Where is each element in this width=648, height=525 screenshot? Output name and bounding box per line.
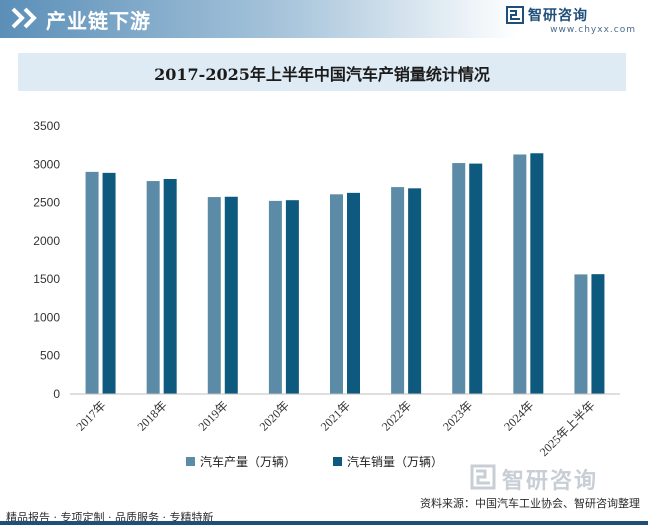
legend-label: 汽车产量（万辆） xyxy=(200,454,296,469)
bar-sales-7 xyxy=(530,153,544,394)
bar-sales-4 xyxy=(347,192,360,394)
y-tick-label: 500 xyxy=(40,349,60,363)
bar-sales-6 xyxy=(469,163,483,394)
y-axis: 0 500 1000 1500 2000 2500 3000 3500 xyxy=(33,119,60,401)
brand[interactable]: 智研咨询 www.chyxx.com xyxy=(506,4,636,36)
y-tick-label: 3000 xyxy=(33,157,60,171)
header-bar: 产业链下游 智研咨询 www.chyxx.com xyxy=(0,0,648,38)
watermark-logo: 智研咨询 xyxy=(470,462,640,494)
bar-production-0 xyxy=(85,171,99,394)
bar-production-7 xyxy=(513,154,527,394)
brand-name: 智研咨询 xyxy=(528,8,588,24)
x-tick-label: 2021年 xyxy=(318,398,353,433)
footer-tagline: 精品报告 · 专项定制 · 品质服务 · 专精特新 xyxy=(6,511,214,524)
y-tick-label: 1000 xyxy=(33,310,60,324)
chart-title: 2017-2025年上半年中国汽车产销量统计情况 xyxy=(154,65,490,84)
x-tick-label: 2017年 xyxy=(73,398,108,433)
y-tick-label: 2500 xyxy=(33,196,60,210)
legend-label: 汽车销量（万辆） xyxy=(347,454,443,469)
bar-production-1 xyxy=(146,181,160,394)
bar-production-8 xyxy=(574,274,588,394)
bar-production-2 xyxy=(207,197,221,394)
x-tick-label: 2019年 xyxy=(196,398,231,433)
watermark-logo-icon xyxy=(470,464,496,490)
bar-production-5 xyxy=(391,187,405,394)
bar-production-6 xyxy=(452,163,466,394)
double-chevron-icon xyxy=(11,7,37,29)
source-note: 资料来源：中国汽车工业协会、智研咨询整理 xyxy=(420,497,640,510)
legend: 汽车产量（万辆） 汽车销量（万辆） xyxy=(186,454,443,469)
y-tick-label: 3500 xyxy=(33,119,60,133)
watermark-text: 智研咨询 xyxy=(502,469,599,494)
section-title: 产业链下游 xyxy=(46,9,151,33)
bar-sales-3 xyxy=(285,200,299,394)
y-tick-label: 2000 xyxy=(33,234,60,248)
y-tick-label: 0 xyxy=(53,387,60,401)
bar-sales-8 xyxy=(591,274,605,394)
brand-url[interactable]: www.chyxx.com xyxy=(550,25,636,35)
brand-logo-icon xyxy=(506,6,524,24)
bar-production-3 xyxy=(268,200,282,394)
bar-sales-5 xyxy=(408,188,422,394)
x-tick-label: 2025年上半年 xyxy=(537,398,598,459)
footer-line xyxy=(0,521,648,525)
y-tick-label: 1500 xyxy=(33,272,60,286)
legend-swatch xyxy=(186,457,195,466)
bar-production-4 xyxy=(330,194,343,394)
x-tick-label: 2018年 xyxy=(134,398,169,433)
chart-title-box: 2017-2025年上半年中国汽车产销量统计情况 xyxy=(18,53,626,91)
bar-sales-0 xyxy=(102,172,116,394)
bars xyxy=(85,153,605,394)
x-axis: 2017年 2018年 2019年 2020年 2021年 2022年 2023年 2024年… xyxy=(70,393,620,459)
bar-sales-2 xyxy=(224,196,238,394)
x-tick-label: 2024年 xyxy=(501,398,536,433)
x-tick-label: 2022年 xyxy=(379,398,414,433)
legend-swatch xyxy=(333,457,342,466)
x-tick-label: 2023年 xyxy=(440,398,475,433)
bar-sales-1 xyxy=(163,178,177,394)
x-tick-label: 2020年 xyxy=(257,398,292,433)
